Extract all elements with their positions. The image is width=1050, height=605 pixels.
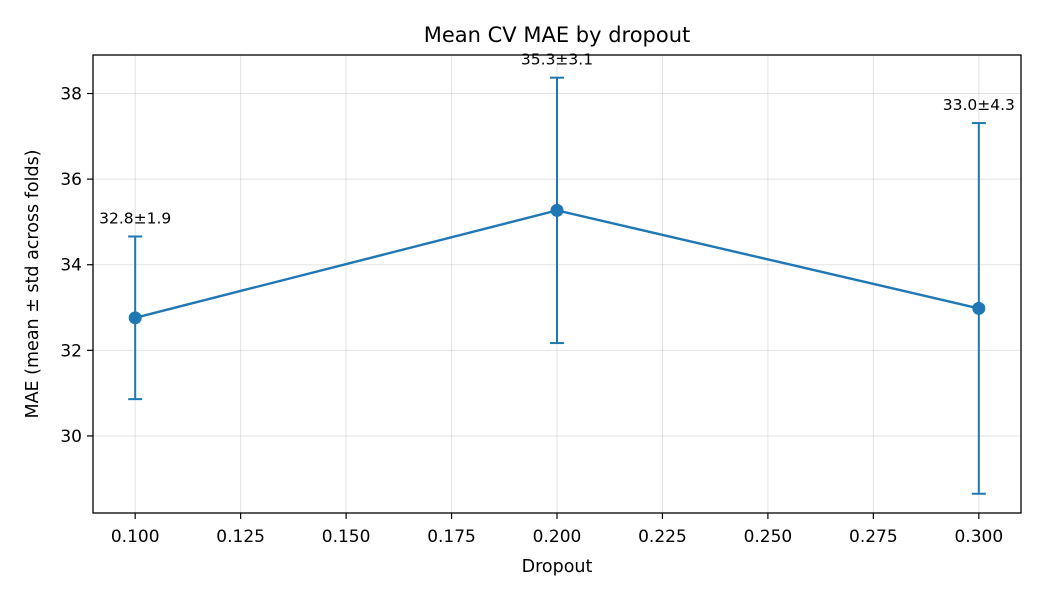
y-tick-label: 32 (60, 341, 82, 361)
y-tick-label: 36 (60, 170, 82, 190)
data-point (972, 301, 986, 315)
data-label: 35.3±3.1 (521, 51, 593, 69)
x-tick-label: 0.150 (322, 527, 371, 547)
x-tick-label: 0.125 (216, 527, 265, 547)
data-point (128, 311, 142, 325)
x-tick-label: 0.275 (849, 527, 898, 547)
chart-title: Mean CV MAE by dropout (424, 23, 691, 47)
x-tick-label: 0.100 (111, 527, 160, 547)
y-axis-title: MAE (mean ± std across folds) (23, 149, 43, 418)
x-tick-label: 0.225 (638, 527, 687, 547)
y-tick-label: 38 (60, 85, 82, 105)
x-tick-label: 0.250 (744, 527, 793, 547)
x-tick-label: 0.200 (533, 527, 582, 547)
x-tick-label: 0.175 (427, 527, 476, 547)
x-axis-title: Dropout (522, 557, 593, 577)
axis-ticks: 0.100 0.125 0.150 0.175 0.200 0.225 0.250 0.275… (60, 85, 1003, 547)
y-tick-label: 30 (60, 427, 82, 447)
data-label: 33.0±4.3 (943, 96, 1015, 114)
data-point (550, 203, 564, 217)
y-tick-label: 34 (60, 256, 82, 276)
x-tick-label: 0.300 (954, 527, 1003, 547)
data-label: 32.8±1.9 (99, 209, 171, 227)
